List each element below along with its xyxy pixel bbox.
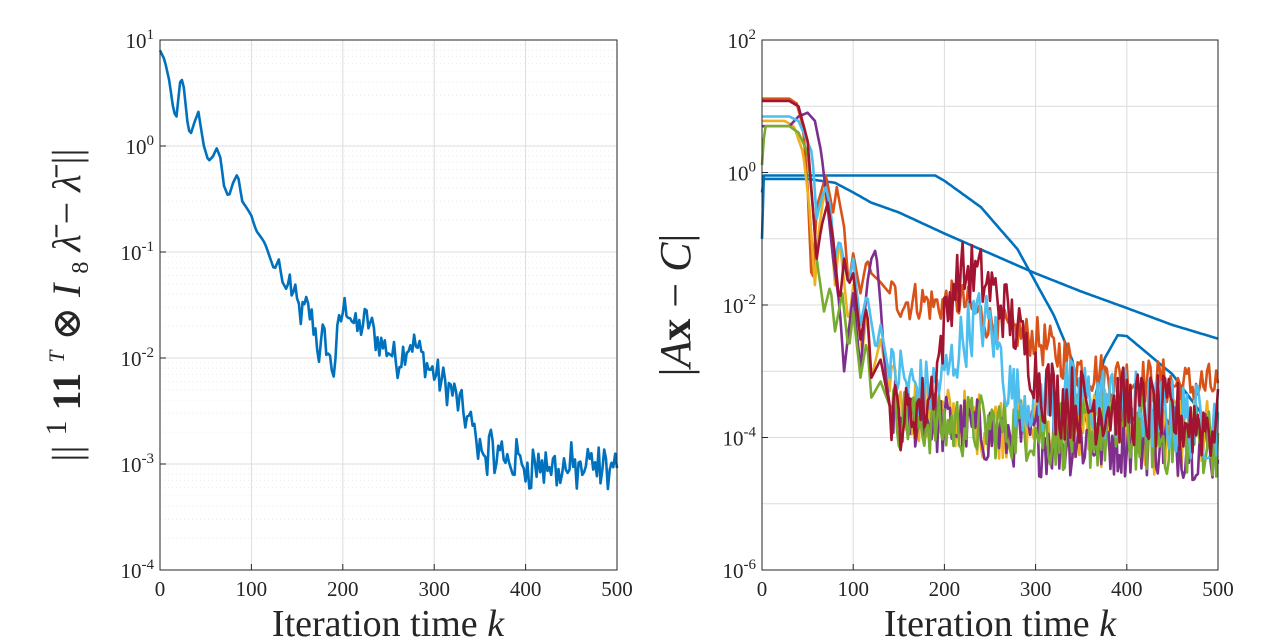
series-line-6 bbox=[760, 124, 1220, 478]
x-tick-label: 0 bbox=[757, 577, 768, 601]
x-tick-label: 0 bbox=[155, 577, 166, 601]
x-tick-label: 200 bbox=[327, 577, 359, 601]
x-tick-label: 300 bbox=[1020, 577, 1052, 601]
y-tick-label: 10-1 bbox=[121, 239, 155, 265]
series-line-3 bbox=[762, 97, 1220, 410]
series-line-1 bbox=[760, 174, 1220, 465]
left-y-tick-labels: 101 100 10-1 10-2 10-3 10-4 bbox=[121, 27, 155, 583]
right-x-axis-title: Iteration time k bbox=[884, 603, 1117, 642]
series-line-consensus error bbox=[158, 49, 619, 491]
left-plot-area bbox=[160, 40, 617, 570]
left-tick-marks bbox=[159, 39, 618, 571]
right-y-axis-title: |Ax − C| bbox=[651, 234, 700, 377]
y-tick-label: 10-3 bbox=[121, 451, 155, 477]
x-tick-label: 500 bbox=[1202, 577, 1234, 601]
y-tick-label: 10-2 bbox=[121, 345, 155, 371]
x-tick-label: 100 bbox=[837, 577, 869, 601]
left-x-axis-title: Iteration time k bbox=[272, 603, 505, 642]
y-tick-label: 100 bbox=[126, 133, 155, 159]
y-tick-label: 101 bbox=[126, 27, 155, 53]
svg-text:|| 1 11: || 1 11 T ⊗ I 8 λ̄ − λ̄ || bbox=[28, 148, 97, 461]
x-tick-label: 300 bbox=[418, 577, 450, 601]
x-tick-label: 200 bbox=[929, 577, 961, 601]
right-panel: 102 100 10-2 10-4 10-6 0 100 200 300 400 500 Iter… bbox=[651, 27, 1234, 642]
right-tick-marks bbox=[761, 39, 1219, 571]
right-series-group bbox=[760, 97, 1220, 482]
left-series-group bbox=[158, 49, 619, 491]
left-y-axis-title: || 1 11 T ⊗ I 8 λ̄ − λ̄ || bbox=[28, 148, 97, 461]
right-y-tick-labels: 102 100 10-2 10-4 10-6 bbox=[723, 27, 757, 583]
x-tick-label: 100 bbox=[236, 577, 268, 601]
y-tick-label: 102 bbox=[728, 27, 757, 53]
y-tick-label: 10-4 bbox=[723, 425, 757, 451]
x-tick-label: 400 bbox=[1111, 577, 1143, 601]
y-tick-label: 10-6 bbox=[723, 557, 757, 583]
y-tick-label: 10-4 bbox=[121, 557, 155, 583]
right-x-tick-labels: 0 100 200 300 400 500 bbox=[757, 577, 1234, 601]
y-tick-label: 100 bbox=[728, 160, 757, 186]
left-axes-frame bbox=[159, 39, 618, 571]
svg-text:|Ax − C|: |Ax − C| bbox=[651, 234, 700, 377]
series-line-2 bbox=[760, 177, 1219, 340]
y-tick-label: 10-2 bbox=[723, 292, 757, 318]
x-tick-label: 400 bbox=[510, 577, 542, 601]
series-line-7 bbox=[762, 115, 1220, 461]
left-x-tick-labels: 0 100 200 300 400 500 bbox=[155, 577, 633, 601]
series-line-8 bbox=[762, 99, 1220, 458]
x-tick-label: 500 bbox=[601, 577, 633, 601]
